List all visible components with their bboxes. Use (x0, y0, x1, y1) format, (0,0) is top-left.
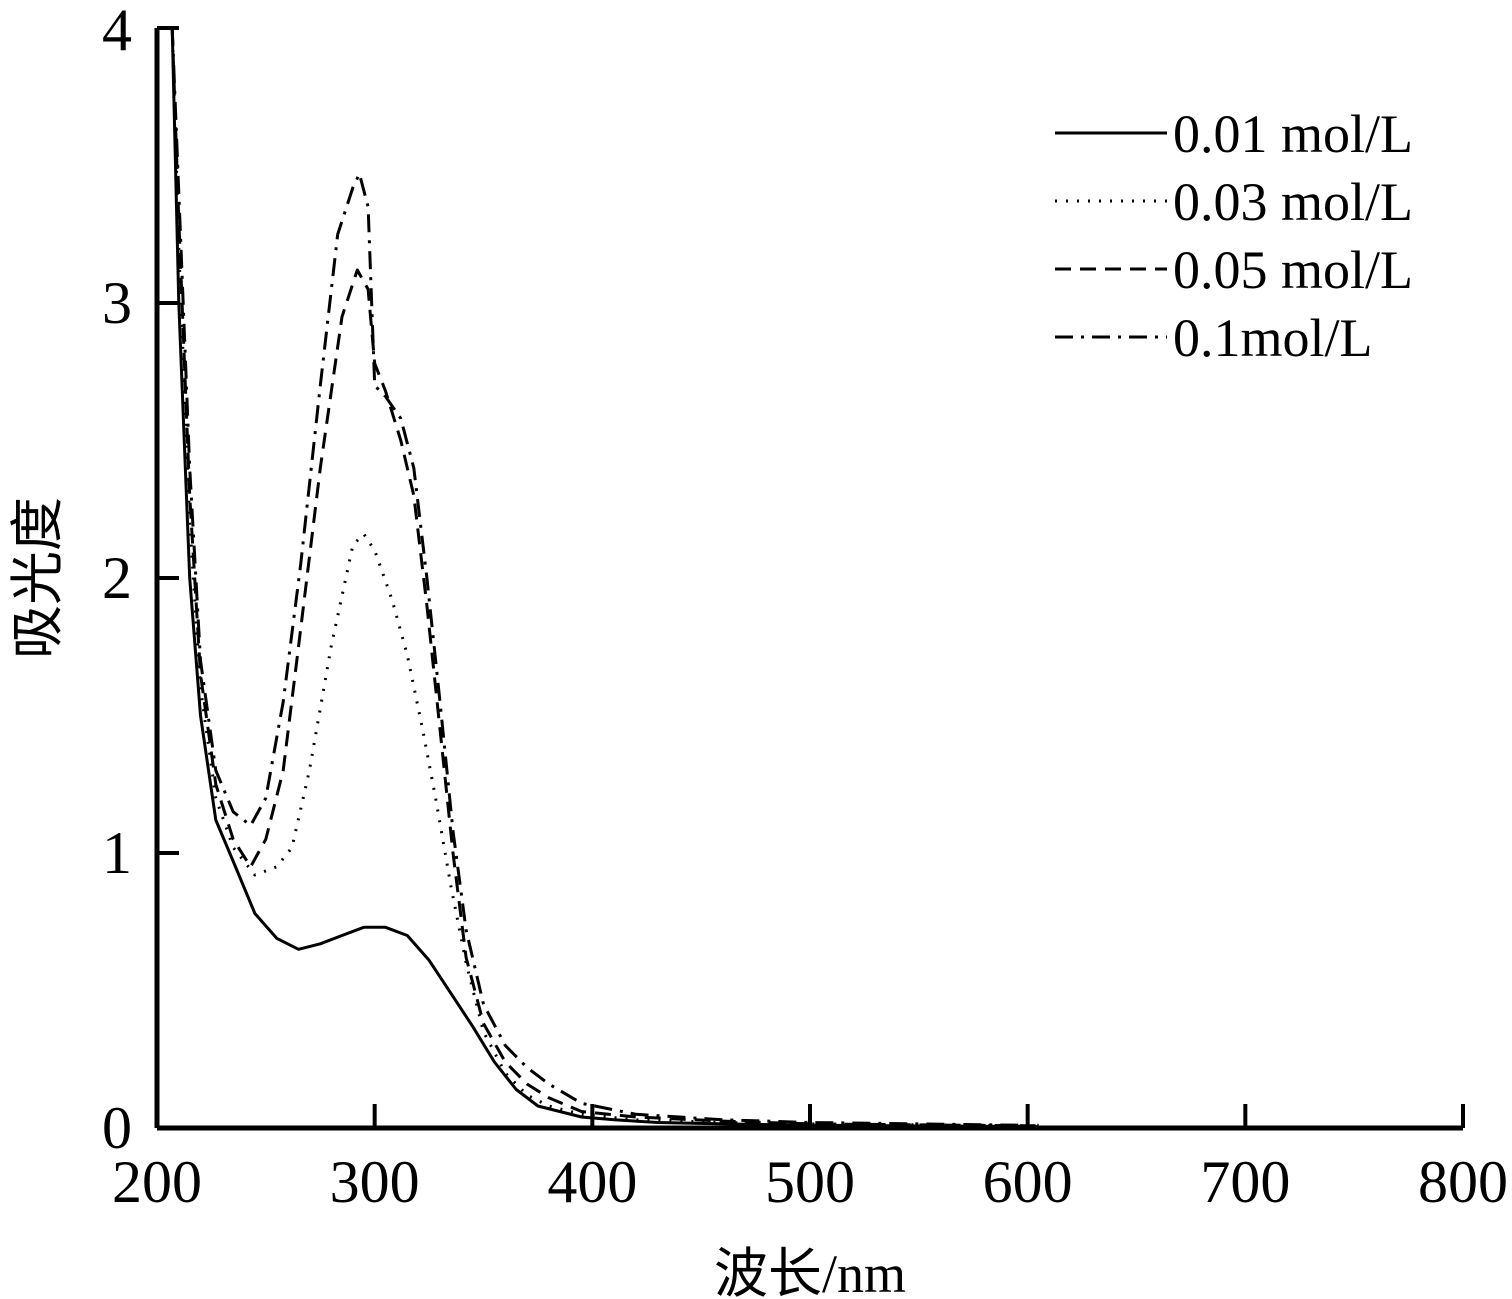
series-line-4 (170, 28, 1039, 1127)
x-axis-title: 波长/nm (714, 1244, 906, 1299)
x-tick-label: 600 (983, 1149, 1073, 1215)
y-tick-label: 2 (102, 545, 132, 611)
legend-label-1: 0.01 mol/L (1173, 104, 1413, 164)
y-tick-label: 3 (102, 270, 132, 336)
y-tick-label: 0 (102, 1095, 132, 1161)
y-tick-label: 4 (102, 0, 132, 63)
series-line-3 (170, 28, 1039, 1128)
legend-label-2: 0.03 mol/L (1173, 172, 1413, 232)
series-line-1 (170, 28, 1039, 1129)
x-tick-label: 200 (112, 1149, 202, 1215)
x-tick-label: 800 (1418, 1149, 1508, 1215)
y-axis-title: 吸光度 (8, 497, 68, 659)
series-layer (170, 28, 1039, 1129)
x-tick-label: 500 (765, 1149, 855, 1215)
x-tick-label: 300 (330, 1149, 420, 1215)
series-line-2 (170, 28, 1039, 1128)
legend-label-4: 0.1mol/L (1173, 308, 1373, 368)
x-tick-label: 400 (547, 1149, 637, 1215)
legend: 0.01 mol/L 0.03 mol/L 0.05 mol/L 0.1mol/L (1055, 104, 1413, 368)
x-tick-label: 700 (1200, 1149, 1290, 1215)
ticks: 200 300 400 500 600 700 800 0 1 2 3 4 (102, 0, 1508, 1215)
legend-label-3: 0.05 mol/L (1173, 240, 1413, 300)
y-tick-label: 1 (102, 820, 132, 886)
